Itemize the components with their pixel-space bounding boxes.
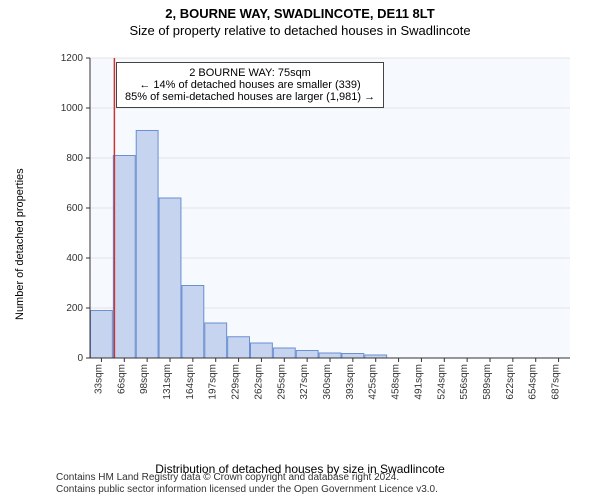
x-tick-label: 295sqm [276, 364, 287, 400]
x-tick-label: 622sqm [505, 364, 516, 400]
x-tick-label: 425sqm [368, 364, 379, 400]
x-tick-label: 589sqm [482, 364, 493, 400]
x-tick-label: 687sqm [551, 364, 562, 400]
histogram-bar [113, 156, 135, 359]
x-tick-label: 393sqm [345, 364, 356, 400]
histogram-bar [251, 343, 273, 358]
chart-container: 0 200 400 600 800 1000 1200 33sqm 66sqm 98sqm 131s… [56, 48, 580, 404]
x-tick-label: 98sqm [139, 364, 150, 394]
x-tick-label: 197sqm [208, 364, 219, 400]
histogram-bar [205, 323, 227, 358]
histogram-bar [273, 348, 295, 358]
histogram-bar [342, 354, 364, 359]
histogram-bar [182, 286, 204, 359]
y-tick-label: 200 [66, 303, 83, 314]
histogram-bar [228, 337, 250, 358]
chart-address: 2, BOURNE WAY, SWADLINCOTE, DE11 8LT [0, 6, 600, 21]
footer-line-1: Contains HM Land Registry data © Crown c… [56, 472, 438, 484]
footer-line-2: Contains public sector information licen… [56, 484, 438, 496]
x-tick-label: 458sqm [391, 364, 402, 400]
x-tick-label: 524sqm [436, 364, 447, 400]
x-tick-label: 164sqm [185, 364, 196, 400]
x-tick-label: 491sqm [413, 364, 424, 400]
chart-title-block: 2, BOURNE WAY, SWADLINCOTE, DE11 8LT Siz… [0, 0, 600, 38]
y-axis-label: Number of detached properties [14, 168, 26, 320]
y-tick-label: 400 [66, 253, 83, 264]
histogram-bar [319, 353, 341, 358]
callout-line-1: 2 BOURNE WAY: 75sqm [125, 67, 375, 79]
histogram-bar [136, 131, 158, 359]
x-tick-label: 360sqm [322, 364, 333, 400]
y-tick-label: 1200 [61, 53, 84, 64]
y-tick-label: 0 [77, 353, 83, 364]
property-callout: 2 BOURNE WAY: 75sqm ← 14% of detached ho… [116, 62, 384, 108]
chart-subtitle: Size of property relative to detached ho… [0, 23, 600, 38]
callout-line-2: ← 14% of detached houses are smaller (33… [125, 79, 375, 91]
histogram-bar [296, 351, 318, 359]
x-tick-label: 66sqm [116, 364, 127, 394]
y-tick-label: 800 [66, 153, 83, 164]
x-tick-label: 327sqm [299, 364, 310, 400]
callout-line-3: 85% of semi-detached houses are larger (… [125, 91, 375, 103]
x-tick-label: 654sqm [528, 364, 539, 400]
y-tick-label: 1000 [61, 103, 84, 114]
x-tick-label: 33sqm [93, 364, 104, 394]
x-tick-label: 556sqm [459, 364, 470, 400]
y-tick-label: 600 [66, 203, 83, 214]
chart-footer: Contains HM Land Registry data © Crown c… [56, 472, 438, 496]
histogram-bar [91, 311, 113, 359]
x-tick-label: 131sqm [162, 364, 173, 400]
histogram-bar [159, 198, 181, 358]
x-tick-label: 262sqm [253, 364, 264, 400]
x-tick-label: 229sqm [231, 364, 242, 400]
